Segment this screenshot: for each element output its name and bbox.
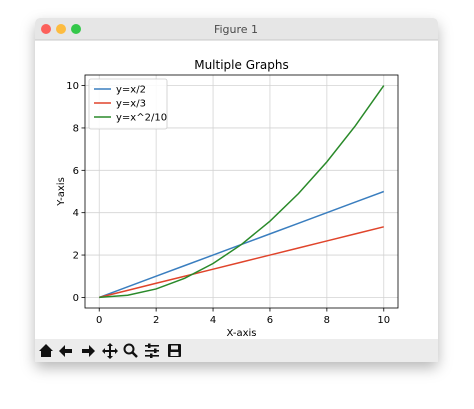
x-tick-label: 0 xyxy=(96,315,102,326)
legend-label: y=x/2 xyxy=(116,85,146,96)
y-tick-label: 4 xyxy=(73,208,79,219)
configure-button[interactable] xyxy=(145,343,159,359)
axes-frame xyxy=(84,74,399,309)
y-tick-label: 2 xyxy=(73,251,79,262)
y-axis-label: Y-axis xyxy=(56,177,67,207)
series-line xyxy=(99,226,384,299)
home-button[interactable] xyxy=(39,344,53,357)
zoom-button[interactable] xyxy=(71,24,81,34)
y-tick-label: 6 xyxy=(73,166,79,177)
x-tick-label: 10 xyxy=(377,315,390,326)
close-button[interactable] xyxy=(41,24,51,34)
toolbar-icons xyxy=(39,343,181,359)
series-line xyxy=(99,85,385,299)
forward-button[interactable] xyxy=(82,345,95,357)
x-tick-label: 8 xyxy=(324,315,330,326)
x-tick-label: 4 xyxy=(210,315,216,326)
y-tick-label: 8 xyxy=(73,123,79,134)
plot: 0 2 4 6 8 10 0 2 4 6 8 10 Multiple Graphs X-axis Y-axi… xyxy=(56,58,399,339)
y-tick-label: 10 xyxy=(66,81,79,92)
x-tick-label: 6 xyxy=(267,315,273,326)
minimize-button[interactable] xyxy=(56,24,66,34)
x-tick-label: 2 xyxy=(153,315,159,326)
legend-label: y=x/3 xyxy=(116,99,146,110)
pan-button[interactable] xyxy=(102,343,118,359)
title-bar xyxy=(35,18,438,40)
back-button[interactable] xyxy=(59,345,72,357)
chart-title: Multiple Graphs xyxy=(194,58,289,72)
x-axis-label: X-axis xyxy=(227,328,257,339)
zoom-tool-handle xyxy=(131,351,138,358)
window-title: Figure 1 xyxy=(214,23,258,36)
legend: y=x/2 y=x/3 y=x^2/10 xyxy=(88,78,168,130)
zoom-tool-button[interactable] xyxy=(123,343,135,355)
save-button[interactable] xyxy=(168,344,181,357)
legend-label: y=x^2/10 xyxy=(116,113,167,124)
y-tick-label: 0 xyxy=(73,293,79,304)
toolbar xyxy=(35,339,438,362)
